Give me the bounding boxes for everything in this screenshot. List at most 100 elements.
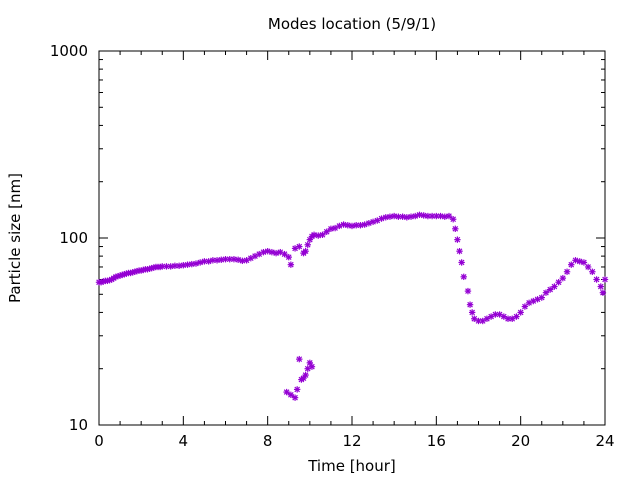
data-point-stroke [589, 268, 596, 275]
data-point-stroke [172, 262, 178, 269]
data-point [296, 355, 303, 363]
y-axis-label: Particle size [nm] [6, 173, 24, 303]
data-point [546, 286, 554, 293]
data-point-stroke [311, 231, 317, 238]
data-point-stroke [296, 243, 303, 250]
data-point [407, 213, 415, 220]
data-point [599, 289, 607, 296]
data-point-stroke [285, 254, 292, 260]
x-tick-label: 24 [595, 432, 614, 450]
data-point-stroke [513, 313, 520, 320]
data-point [458, 259, 465, 266]
data-point [302, 247, 309, 255]
data-point-stroke [296, 356, 303, 362]
data-point-stroke [465, 288, 471, 294]
data-point [563, 268, 571, 275]
data-point-stroke [593, 276, 600, 283]
data-point-stroke [235, 256, 241, 263]
data-point-stroke [446, 213, 452, 219]
data-point-stroke [467, 301, 473, 308]
data-point [456, 247, 463, 255]
data-point [403, 214, 411, 221]
data-point [464, 287, 472, 295]
x-tick-label: 12 [342, 432, 361, 450]
plot-frame [98, 50, 606, 426]
data-point-stroke [505, 315, 511, 322]
data-point-stroke [496, 311, 503, 318]
data-point-stroke [353, 222, 360, 229]
data-point [300, 374, 307, 382]
data-point [399, 213, 406, 220]
data-points [95, 211, 609, 401]
data-point-stroke [349, 223, 355, 229]
data-point-stroke [159, 263, 166, 270]
data-point-stroke [307, 360, 313, 366]
data-point-stroke [357, 222, 364, 229]
data-point [452, 225, 459, 232]
data-point-stroke [585, 264, 591, 270]
data-point-stroke [210, 257, 216, 264]
data-point [460, 273, 467, 281]
data-point [450, 216, 457, 223]
data-point [597, 283, 604, 290]
data-point-stroke [288, 391, 294, 398]
data-point [382, 214, 389, 221]
data-point-stroke [437, 213, 444, 219]
data-point [222, 256, 229, 263]
data-point-stroke [458, 259, 465, 266]
data-point [468, 309, 476, 316]
data-point-stroke [416, 212, 423, 218]
data-point [568, 261, 575, 268]
data-point [287, 261, 295, 268]
data-point-stroke [292, 394, 298, 401]
data-point [340, 221, 347, 228]
data-point [272, 249, 280, 257]
data-point-stroke [602, 276, 608, 283]
data-point [308, 363, 316, 370]
data-point [285, 253, 292, 261]
data-point-stroke [288, 261, 294, 268]
data-point [291, 394, 299, 401]
data-point [163, 263, 170, 270]
data-point-stroke [543, 289, 549, 296]
data-point-stroke [450, 216, 457, 223]
data-point [542, 289, 550, 296]
data-point [466, 301, 474, 308]
x-tick-label: 0 [94, 432, 104, 450]
data-point [264, 247, 271, 255]
data-point-stroke [328, 225, 334, 232]
data-point-stroke [547, 286, 554, 293]
plot-border [98, 50, 606, 426]
data-point-stroke [454, 236, 461, 243]
data-point [310, 231, 318, 239]
data-point-stroke [184, 261, 191, 268]
data-point [344, 222, 351, 229]
data-point [416, 211, 423, 219]
data-point-stroke [340, 221, 347, 228]
data-point-stroke [538, 294, 545, 301]
data-point-stroke [382, 214, 389, 221]
data-point [281, 250, 288, 258]
data-point-stroke [180, 262, 187, 269]
data-point-stroke [269, 249, 275, 255]
data-point-stroke [600, 289, 606, 296]
data-point-stroke [479, 318, 486, 324]
data-point [601, 276, 609, 283]
data-point-stroke [564, 268, 570, 275]
y-tick-label: 1000 [50, 42, 88, 60]
data-point-stroke [560, 275, 566, 281]
y-tick-label: 100 [59, 229, 88, 247]
x-tick-label: 4 [179, 432, 189, 450]
data-point-stroke [277, 249, 284, 255]
data-point-stroke [222, 256, 229, 263]
data-point [302, 371, 309, 379]
data-point-stroke [555, 279, 562, 286]
data-point [517, 309, 524, 316]
data-point-stroke [273, 250, 279, 256]
data-point-stroke [420, 212, 427, 219]
data-point-stroke [283, 389, 290, 395]
data-point-stroke [395, 213, 402, 220]
x-tick-label: 8 [263, 432, 273, 450]
data-point [580, 259, 588, 266]
